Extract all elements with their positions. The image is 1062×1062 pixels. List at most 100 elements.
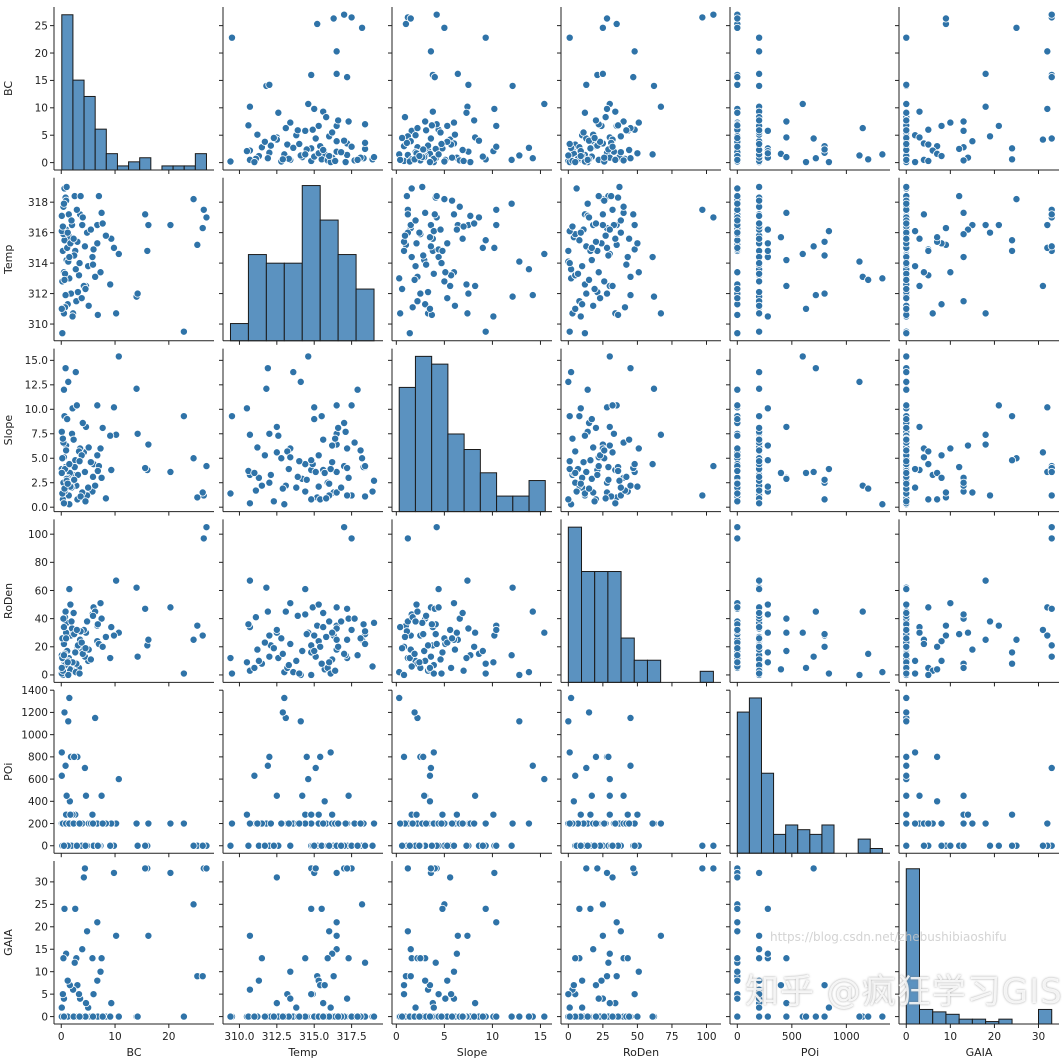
scatter-point [421,208,430,217]
scatter-point [69,234,78,243]
panel-temp-vs-gaia [895,177,1059,345]
scatter-point [298,647,307,656]
scatter-point [478,647,487,656]
scatter-point [629,73,638,82]
scatter-point [245,931,254,940]
scatter-point [166,819,175,828]
scatter-point [811,154,820,163]
scatter-point [436,655,445,664]
scatter-point [809,134,818,143]
scatter-point [81,285,90,294]
scatter-point [614,193,623,202]
scatter-point [358,23,367,32]
scatter-point [144,635,153,644]
scatter-point [446,873,455,882]
scatter-point [582,467,591,476]
scatter-point [133,289,142,298]
scatter-point [820,237,829,246]
scatter-point [598,931,607,940]
scatter-point [755,1003,764,1012]
x-axis-label: POi [801,1046,819,1059]
scatter-point [959,819,968,828]
x-tick-label: 500 [782,1031,802,1043]
scatter-point [295,669,304,678]
panel-bc-vs-gaia [895,7,1059,174]
scatter-point [245,430,254,439]
scatter-point [855,151,864,160]
scatter-point [75,819,84,828]
scatter-point [755,309,764,318]
scatter-point [763,600,772,609]
scatter-point [65,253,74,262]
scatter-point [413,607,422,616]
scatter-point [179,1012,188,1021]
scatter-point [416,289,425,298]
panel-roden-vs-gaia [895,519,1059,687]
scatter-point [78,213,87,222]
scatter-point [80,763,89,772]
scatter-point [1047,652,1056,661]
scatter-point [902,415,911,424]
scatter-point [611,234,620,243]
scatter-point [567,693,576,702]
scatter-point [272,999,281,1008]
scatter-point [709,864,718,873]
scatter-point [1043,403,1052,412]
scatter-point [319,623,328,632]
scatter-point [782,117,791,126]
scatter-point [858,124,867,133]
scatter-point [59,499,68,508]
scatter-point [242,658,251,667]
scatter-point [492,205,501,214]
scatter-point [959,791,968,800]
scatter-point [114,249,123,258]
scatter-point [114,1012,123,1021]
scatter-point [418,618,427,627]
scatter-point [802,1012,811,1021]
scatter-point [809,467,818,476]
scatter-point [58,222,67,231]
scatter-point [245,985,254,994]
scatter-point [733,23,742,32]
panel-poi-vs-roden [557,689,721,858]
scatter-point [919,268,928,277]
scatter-point [902,819,911,828]
scatter-point [269,133,278,142]
scatter-point [1012,195,1021,204]
scatter-point [755,446,764,455]
scatter-point [107,465,116,474]
scatter-point [524,819,533,828]
scatter-point [571,447,580,456]
scatter-point [763,456,772,465]
scatter-point [144,931,153,940]
scatter-point [933,752,942,761]
scatter-point [93,310,102,319]
scatter-point [614,310,623,319]
scatter-point [141,841,150,850]
scatter-point [254,656,263,665]
scatter-point [698,491,707,500]
scatter-point [755,931,764,940]
scatter-point [1047,763,1056,772]
scatter-point [340,136,349,145]
scatter-point [368,662,377,671]
scatter-point [575,236,584,245]
scatter-point [67,216,76,225]
scatter-point [763,482,772,491]
y-tick-label: 60 [35,585,48,597]
scatter-point [60,904,69,913]
scatter-point [426,864,435,873]
scatter-point [284,465,293,474]
scatter-point [328,441,337,450]
scatter-point [580,431,589,440]
scatter-point [406,221,415,230]
scatter-point [340,419,349,428]
scatter-point [902,126,911,135]
scatter-point [492,142,501,151]
scatter-point [924,670,933,679]
scatter-point [579,458,588,467]
scatter-point [448,634,457,643]
scatter-point [902,259,911,268]
histogram-bar [496,495,514,513]
scatter-point [78,945,87,954]
